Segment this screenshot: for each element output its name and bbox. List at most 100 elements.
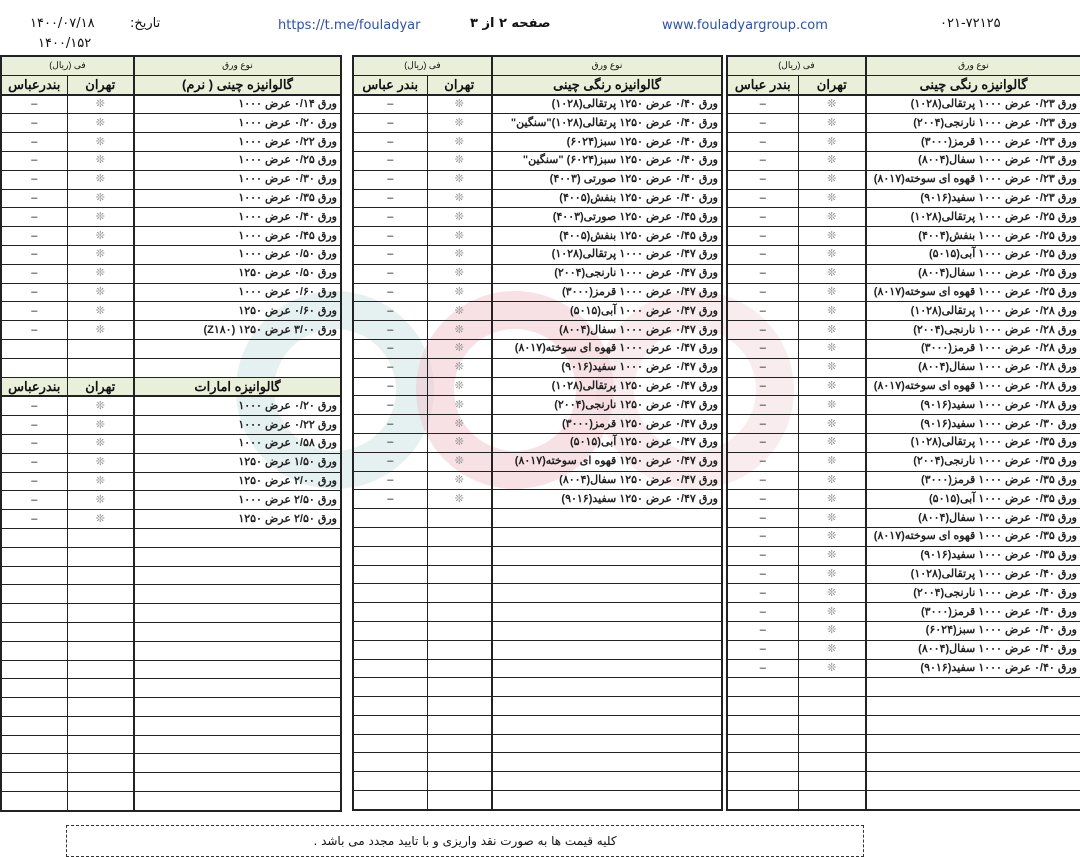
price-tehran: ❊ [426, 451, 493, 472]
group-header-row: نوع ورق فی (ریال) [352, 55, 723, 76]
empty-cell [352, 583, 428, 604]
empty-cell [865, 752, 1080, 773]
price-bandar-abbas: – [726, 320, 799, 340]
empty-cell [426, 771, 493, 792]
price-bandar-abbas: – [352, 169, 428, 190]
table-row: ورق ۰/۴۰ عرض ۱۲۵۰ سبز(۶۰۲۴) "سنگین" ❊ – [352, 150, 723, 171]
empty-cell [133, 640, 342, 661]
price-bandar-abbas: – [0, 169, 68, 190]
table-row [352, 790, 723, 811]
column-header-tehran: تهران [426, 74, 493, 96]
table-row: ورق ۰/۳۵ عرض ۱۰۰۰ قرمز(۳۰۰۰) ❊ – [726, 470, 1080, 491]
price-tehran: ❊ [66, 320, 135, 340]
product-name: ورق ۰/۴۷ عرض ۱۰۰۰ سفال(۸۰۰۴) [491, 320, 723, 340]
table-row: ورق ۲/۵۰ عرض ۱۰۰۰ ❊ – [0, 490, 342, 511]
price-tehran: ❊ [797, 451, 867, 472]
empty-cell [426, 733, 493, 754]
empty-cell [426, 620, 493, 641]
product-name: ورق ۰/۳۰ عرض ۱۰۰۰ سفید(۹۰۱۶) [865, 414, 1080, 434]
product-name: ورق ۰/۴۷ عرض ۱۲۵۰ سفید(۹۰۱۶) [491, 489, 723, 510]
table-row: ورق ۰/۲۸ عرض ۱۰۰۰ سفال(۸۰۰۴) ❊ – [726, 357, 1080, 378]
section-title: گالوانیزه رنگی چینی [865, 74, 1080, 96]
table-row: ورق ۰/۲۸ عرض ۱۰۰۰ نارنجی(۲۰۰۴) ❊ – [726, 320, 1080, 340]
empty-cell [797, 696, 867, 716]
price-bandar-abbas: – [726, 545, 799, 566]
table-row [0, 753, 342, 774]
price-tehran: ❊ [797, 432, 867, 453]
price-bandar-abbas: – [0, 471, 68, 492]
empty-cell [426, 677, 493, 698]
product-name: ورق ۰/۲۵ عرض ۱۰۰۰ قهوه ای سوخته(۸۰۱۷) [865, 282, 1080, 303]
price-tehran: ❊ [426, 226, 493, 246]
price-bandar-abbas: – [352, 357, 428, 378]
empty-cell [352, 639, 428, 660]
price-tehran: ❊ [426, 207, 493, 228]
column-header-tehran: تهران [66, 74, 135, 96]
product-name: ورق ۰/۳۵ عرض ۱۰۰۰ نارنجی(۲۰۰۴) [865, 451, 1080, 472]
price-tehran: ❊ [797, 113, 867, 134]
empty-cell [0, 640, 68, 661]
empty-cell [726, 714, 799, 735]
price-tehran: ❊ [426, 113, 493, 134]
product-name: ورق ۰/۳۵ عرض ۱۰۰۰ آبی(۵۰۱۵) [865, 489, 1080, 510]
product-name: ورق ۰/۴۵ عرض ۱۲۵۰ صورتی(۴۰۰۳) [491, 207, 723, 228]
table-row [352, 583, 723, 604]
table-row [0, 527, 342, 548]
empty-cell [0, 527, 68, 548]
empty-cell [352, 714, 428, 735]
table-row: ورق ۰/۲۲ عرض ۱۰۰۰ ❊ – [0, 415, 342, 435]
table-row [0, 584, 342, 605]
price-bandar-abbas: – [0, 395, 68, 417]
table-row: ورق ۰/۴۷ عرض ۱۰۰۰ نارنجی(۲۰۰۴) ❊ – [352, 263, 723, 284]
table-row: ورق ۰/۲۳ عرض ۱۰۰۰ نارنجی(۲۰۰۴) ❊ – [726, 113, 1080, 134]
empty-cell [426, 790, 493, 811]
empty-cell [0, 715, 68, 736]
empty-cell [352, 752, 428, 773]
price-bandar-abbas: – [726, 602, 799, 622]
empty-cell [133, 565, 342, 586]
price-tehran: ❊ [426, 414, 493, 434]
price-tehran: ❊ [426, 376, 493, 397]
empty-cell [0, 659, 68, 680]
price-tehran: ❊ [426, 395, 493, 416]
empty-cell [133, 659, 342, 680]
price-tehran: ❊ [426, 338, 493, 359]
empty-cell [66, 338, 135, 359]
telegram-link[interactable]: https://t.me/fouladyar [278, 18, 421, 33]
empty-cell [426, 696, 493, 716]
product-name: ورق ۰/۲۸ عرض ۱۰۰۰ قرمز(۳۰۰۰) [865, 338, 1080, 359]
table-row [0, 357, 342, 378]
product-name: ورق ۰/۴۰ عرض ۱۲۵۰ سبز(۶۰۲۴) "سنگین" [491, 150, 723, 171]
table-row [352, 526, 723, 547]
price-bandar-abbas: – [352, 113, 428, 134]
empty-cell [66, 640, 135, 661]
price-tehran: ❊ [426, 169, 493, 190]
price-bandar-abbas: – [0, 452, 68, 473]
product-name: ورق ۰/۲۵ عرض ۱۰۰۰ بنفش(۴۰۰۴) [865, 226, 1080, 246]
column-header-bandar-abbas: بندرعباس [0, 74, 68, 96]
empty-cell [66, 527, 135, 548]
price-bandar-abbas: – [352, 489, 428, 510]
price-bandar-abbas: – [726, 263, 799, 284]
table-row: ورق ۰/۲۲ عرض ۱۰۰۰ ❊ – [0, 132, 342, 152]
product-name: ورق ۰/۲۳ عرض ۱۰۰۰ سفید(۹۰۱۶) [865, 188, 1080, 209]
empty-cell [865, 733, 1080, 754]
column-header-type: نوع ورق [865, 55, 1080, 76]
table-row: ورق ۲/۰۰ عرض ۱۲۵۰ ❊ – [0, 471, 342, 492]
table-row: ورق ۰/۲۸ عرض ۱۰۰۰ پرتقالی(۱۰۲۸) ❊ – [726, 301, 1080, 322]
table-row: ورق ۰/۲۸ عرض ۱۰۰۰ سفید(۹۰۱۶) ❊ – [726, 395, 1080, 416]
empty-cell [491, 620, 723, 641]
table-row: ورق ۰/۴۰ عرض ۱۰۰۰ پرتقالی(۱۰۲۸) ❊ – [726, 564, 1080, 585]
table-row: ورق ۰/۳۵ عرض ۱۰۰۰ پرتقالی(۱۰۲۸) ❊ – [726, 432, 1080, 453]
price-bandar-abbas: – [352, 414, 428, 434]
price-bandar-abbas: – [726, 282, 799, 303]
price-bandar-abbas: – [726, 489, 799, 510]
price-tehran: ❊ [66, 471, 135, 492]
empty-cell [0, 338, 68, 359]
price-tehran: ❊ [797, 508, 867, 528]
product-name: ورق ۰/۲۲ عرض ۱۰۰۰ [133, 415, 342, 435]
website-link[interactable]: www.fouladyargroup.com [662, 18, 828, 33]
table-row: ورق ۰/۴۷ عرض ۱۲۵۰ نارنجی(۲۰۰۴) ❊ – [352, 395, 723, 416]
empty-cell [426, 545, 493, 566]
price-bandar-abbas: – [0, 207, 68, 228]
